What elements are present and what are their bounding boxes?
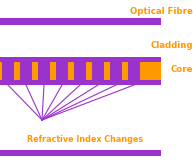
Bar (128, 62, 140, 80)
Text: Cladding: Cladding (151, 41, 193, 51)
Bar (56, 62, 68, 80)
Bar (38, 62, 50, 80)
Bar (0, 18, 161, 25)
Bar (2, 62, 14, 80)
Bar (0, 150, 161, 156)
Bar (20, 62, 32, 80)
Text: Optical Fibre: Optical Fibre (130, 7, 193, 17)
Text: Refractive Index Changes: Refractive Index Changes (27, 135, 143, 145)
Bar (92, 62, 104, 80)
Bar (74, 62, 86, 80)
Text: Core: Core (171, 65, 193, 75)
Bar (0, 57, 161, 62)
Bar (0, 62, 161, 80)
Bar (110, 62, 122, 80)
Bar (0, 80, 161, 85)
